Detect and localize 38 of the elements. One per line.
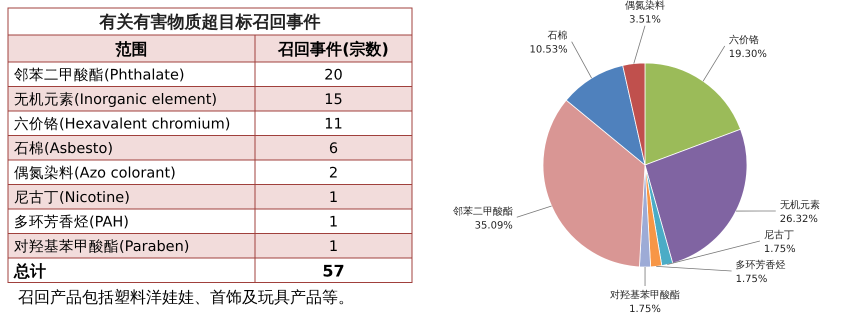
slice-label: 六价铬 xyxy=(728,34,759,46)
data-label: 1.75% xyxy=(764,244,796,255)
category-label: 偶氮染料(Azo colorant) xyxy=(14,164,176,182)
data-label: 1.75% xyxy=(736,274,768,285)
data-label: 19.30% xyxy=(728,48,767,60)
data-label: 35.09% xyxy=(474,220,513,232)
category-label: 无机元素(Inorganic element) xyxy=(14,90,218,108)
data-label: 1 xyxy=(328,190,338,206)
slice-label: 尼古丁 xyxy=(764,229,794,241)
data-label: 11 xyxy=(324,116,343,132)
slice-label: 邻苯二甲酸酯 xyxy=(452,205,513,218)
data-label: 26.32% xyxy=(780,214,818,225)
data-label: 1 xyxy=(328,238,338,255)
category-label: 石棉(Asbesto) xyxy=(14,140,114,157)
data-label: 15 xyxy=(324,92,343,108)
data-label: 3.51% xyxy=(629,14,661,26)
text: 有关有害物质超目标召回事件 xyxy=(98,12,320,32)
slice-label: 多环芳香烃 xyxy=(736,259,786,271)
data-label: 6 xyxy=(328,140,338,157)
text: 57 xyxy=(322,261,345,280)
category-label: 多环芳香烃(PAH) xyxy=(14,213,129,230)
category-label: 邻苯二甲酸酯(Phthalate) xyxy=(14,66,185,84)
data-label: 1.75% xyxy=(629,304,661,315)
category-label: 尼古丁(Nicotine) xyxy=(14,188,130,206)
slice-label: 石棉 xyxy=(548,30,568,42)
slice-label: 偶氮染料 xyxy=(625,0,665,12)
slice-label: 无机元素 xyxy=(780,199,820,211)
data-label: 2 xyxy=(328,165,338,182)
data-label: 10.53% xyxy=(530,44,568,56)
category-label: 六价铬(Hexavalent chromium) xyxy=(14,115,230,132)
data-label: 20 xyxy=(324,67,343,84)
text: 召回产品包括塑料洋娃娃、首饰及玩具产品等。 xyxy=(18,288,354,306)
category-label: 对羟基苯甲酸酯(Paraben) xyxy=(14,238,190,255)
data-label: 1 xyxy=(328,214,338,230)
text: 范围 xyxy=(114,40,148,58)
slice-label: 对羟基苯甲酸酯 xyxy=(610,289,680,301)
text: 总计 xyxy=(13,261,46,280)
text: 召回事件(宗数) xyxy=(277,40,389,58)
